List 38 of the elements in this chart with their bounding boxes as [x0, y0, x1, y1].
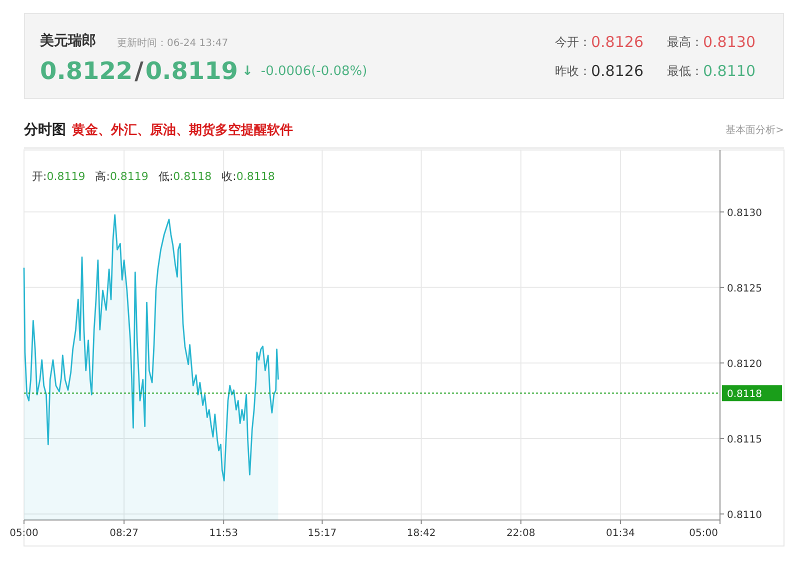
annotation: 0.8119	[110, 170, 148, 182]
text: 最低：	[667, 62, 703, 80]
text: -0.0006(-0.08%)	[260, 64, 368, 78]
ref-line-label: 0.8118	[727, 389, 762, 400]
text: 基本面分析>	[726, 124, 784, 137]
annotation: 收:	[222, 168, 236, 184]
text: /	[134, 57, 144, 85]
y-tick-label: 0.8120	[727, 358, 762, 370]
x-tick-label: 15:17	[308, 528, 337, 539]
y-tick-label: 0.8110	[727, 510, 762, 521]
x-tick-label: 11:53	[209, 528, 238, 539]
text: ↓	[242, 64, 253, 78]
text: 0.8122	[40, 57, 133, 85]
text: 0.8126	[591, 62, 644, 80]
text: 分时图	[24, 121, 66, 139]
text: 今开：	[555, 34, 591, 50]
y-tick-label: 0.8125	[727, 283, 762, 294]
annotation: 0.8119	[46, 170, 86, 182]
y-tick-label: 0.8115	[727, 434, 762, 446]
y-tick-label: 0.8130	[727, 208, 762, 219]
annotation: 0.8118	[236, 170, 275, 182]
x-tick-label: 05:00	[689, 528, 718, 539]
annotation: 0.8118	[173, 170, 212, 182]
annotation: 高:	[95, 168, 110, 184]
x-tick-label: 01:34	[606, 528, 635, 539]
text: 昨收：	[555, 62, 591, 80]
chart-title: 美元瑞郎	[40, 32, 96, 50]
x-tick-label: 05:00	[10, 528, 38, 539]
text: 黄金、外汇、原油、期货多空提醒软件	[72, 122, 293, 139]
chart-subtitle: 更新时间：06-24 13:47	[117, 36, 228, 50]
x-tick-label: 22:08	[506, 528, 536, 539]
text: 0.8119	[145, 57, 238, 85]
x-tick-label: 08:27	[110, 528, 138, 539]
text: 最高：	[667, 34, 703, 50]
annotation: 开:	[32, 168, 47, 184]
text: 0.8126	[591, 33, 644, 51]
x-tick-label: 18:42	[406, 528, 436, 539]
annotation: 低:	[158, 168, 174, 184]
